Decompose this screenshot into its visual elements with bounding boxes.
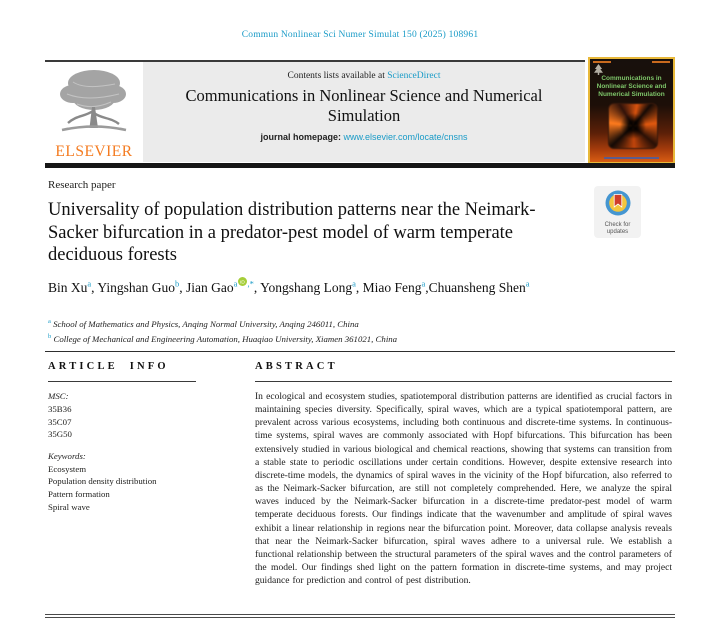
keyword: Ecosystem: [48, 463, 87, 474]
author-list: Bin Xua, Yingshan Guob, Jian Gaoa iD ,*, Y…: [48, 273, 558, 296]
author-separator: ,: [355, 279, 363, 295]
svg-text:iD: iD: [240, 279, 245, 285]
author-affil-mark: b: [175, 278, 180, 288]
corresponding-author-mark: ,*: [247, 278, 254, 288]
author-affil-mark: a: [421, 278, 426, 288]
author-affil-mark: a: [352, 278, 356, 288]
msc-code: 35C07: [48, 416, 72, 427]
author-separator: ,: [425, 279, 429, 295]
homepage-prefix: journal homepage:: [260, 132, 344, 142]
journal-banner: Contents lists available at ScienceDirec…: [143, 62, 585, 162]
author-affil-mark: a: [525, 278, 530, 288]
elsevier-tree-icon: [53, 66, 135, 145]
msc-code: 35G50: [48, 429, 72, 440]
orcid-icon[interactable]: iD: [237, 273, 247, 291]
affiliation-text: School of Mathematics and Physics, Anqin…: [50, 318, 359, 329]
author-affil-mark: a: [233, 278, 238, 288]
author-name: Miao Feng: [362, 279, 422, 295]
author: Chuansheng Shena: [428, 278, 530, 295]
journal-cover-thumbnail[interactable]: Communications in Nonlinear Science and …: [588, 57, 675, 164]
check-for-updates-badge[interactable]: Check for updates: [594, 186, 641, 238]
homepage-link[interactable]: www.elsevier.com/locate/cnsns: [343, 132, 468, 142]
paper-title: Universality of population distribution …: [48, 200, 536, 265]
cover-bottom-decoration: [604, 157, 659, 159]
abstract-heading: ABSTRACT: [255, 361, 338, 372]
author-separator: ,: [179, 279, 187, 295]
header-divider-bar: [45, 163, 675, 168]
affiliation-mark: b: [48, 332, 52, 340]
author-separator: ,: [91, 279, 98, 295]
affiliation: b College of Mechanical and Engineering …: [48, 331, 608, 346]
contents-line: Contents lists available at ScienceDirec…: [143, 71, 585, 81]
keyword: Population density distribution: [48, 476, 157, 487]
section-divider: [45, 351, 675, 352]
elsevier-wordmark: ELSEVIER: [55, 143, 133, 160]
author-name: Yingshan Guo: [97, 279, 176, 295]
author: Jian Gaoa iD ,*,: [186, 277, 261, 295]
info-abstract-section: ARTICLE INFO MSC: 35B36 35C07 35G50 Keyw…: [48, 361, 672, 587]
keywords-label: Keywords:: [48, 450, 86, 461]
affiliation-text: College of Mechanical and Engineering Au…: [51, 333, 398, 344]
keyword: Spiral wave: [48, 501, 90, 512]
journal-title: Communications in Nonlinear Science and …: [185, 86, 543, 125]
crossmark-icon: [605, 190, 631, 221]
abstract-column: ABSTRACT In ecological and ecosystem stu…: [255, 361, 672, 587]
cover-journal-title: Communications in Nonlinear Science and …: [596, 75, 667, 98]
cover-top-decoration: [593, 61, 670, 63]
article-info-rule: [48, 381, 196, 382]
article-info-column: ARTICLE INFO MSC: 35B36 35C07 35G50 Keyw…: [48, 361, 196, 587]
journal-citation: Commun Nonlinear Sci Numer Simulat 150 (…: [241, 30, 479, 40]
keywords-block: Keywords: Ecosystem Population density d…: [48, 450, 196, 513]
affiliation: a School of Mathematics and Physics, Anq…: [48, 316, 608, 331]
sciencedirect-link[interactable]: ScienceDirect: [387, 71, 441, 81]
author-separator: ,: [253, 279, 261, 295]
article-type-label: Research paper: [48, 179, 116, 191]
author-name: Yongshang Long: [260, 279, 353, 295]
keyword: Pattern formation: [48, 488, 110, 499]
author-name: Chuansheng Shen: [428, 279, 526, 295]
msc-code: 35B36: [48, 404, 72, 414]
author: Yongshang Longa,: [260, 278, 363, 295]
page-bottom-rule: [45, 614, 675, 618]
homepage-line: journal homepage: www.elsevier.com/locat…: [143, 132, 585, 142]
affiliation-list: a School of Mathematics and Physics, Anq…: [48, 316, 608, 345]
author: Miao Fenga,: [362, 278, 429, 295]
author: Yingshan Guob,: [97, 278, 187, 295]
cover-elsevier-mini-logo: [594, 64, 603, 75]
author-name: Jian Gao: [186, 279, 234, 295]
journal-header-main: ELSEVIER Contents lists available at Sci…: [45, 60, 585, 162]
cover-spiral-artwork: [608, 103, 658, 149]
abstract-text: In ecological and ecosystem studies, spa…: [255, 391, 672, 587]
abstract-rule: [255, 381, 672, 382]
article-info-heading: ARTICLE INFO: [48, 361, 169, 372]
journal-header: ELSEVIER Contents lists available at Sci…: [45, 57, 675, 164]
contents-prefix: Contents lists available at: [287, 71, 388, 81]
author-affil-mark: a: [87, 278, 92, 288]
check-for-updates-label: Check for updates: [604, 222, 631, 235]
author-name: Bin Xu: [48, 279, 88, 295]
author: Bin Xua,: [48, 278, 98, 295]
elsevier-logo[interactable]: ELSEVIER: [45, 62, 143, 160]
msc-label: MSC:: [48, 391, 69, 401]
affiliation-mark: a: [48, 318, 51, 325]
